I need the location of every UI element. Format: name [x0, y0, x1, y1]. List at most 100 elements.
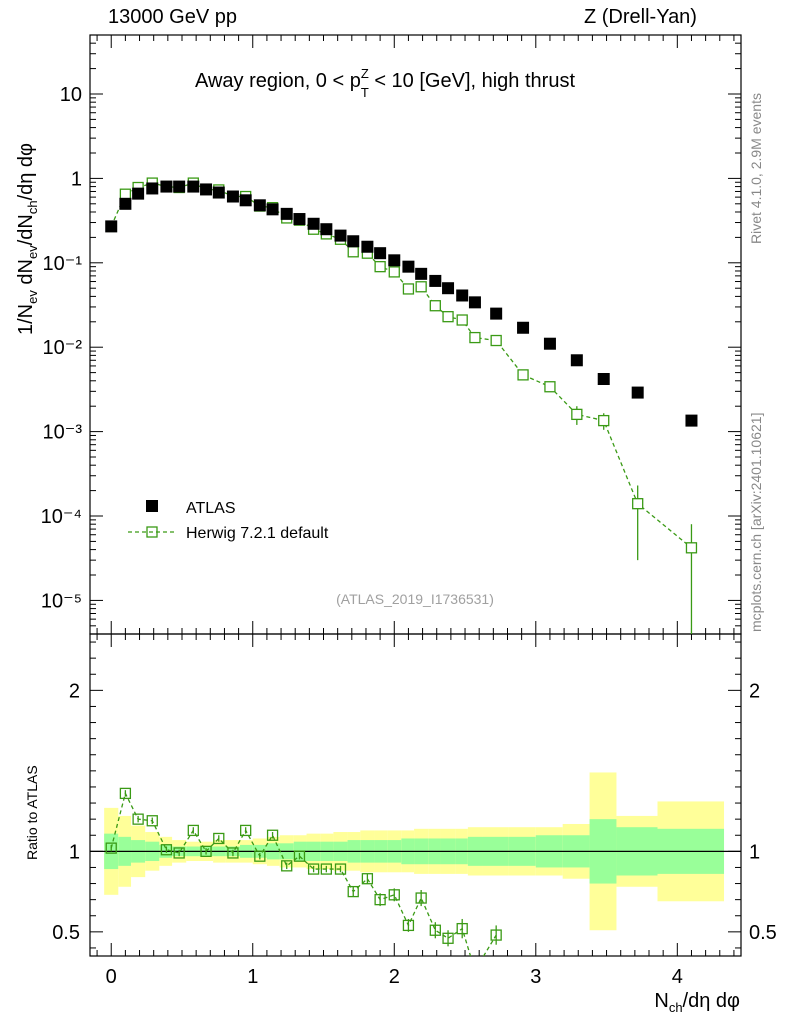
ratio-herwig-point: [160, 844, 173, 856]
ratio-herwig-point: [146, 815, 158, 827]
ratio-herwig-line: [110, 791, 497, 956]
atlas-point: [402, 260, 415, 273]
herwig-point: [374, 261, 386, 273]
y-tick-label: 1: [71, 168, 82, 190]
ratio-y-axis-label: Ratio to ATLAS: [24, 765, 40, 860]
ratio-herwig-point: [240, 824, 252, 837]
ratio-herwig-point: [361, 873, 374, 885]
legend: ATLAS Herwig 7.2.1 default: [128, 500, 329, 542]
ratio-herwig-point: [105, 842, 117, 854]
atlas-point: [543, 337, 556, 350]
atlas-point: [334, 229, 347, 242]
atlas-point: [456, 289, 469, 302]
herwig-point: [402, 283, 415, 295]
ratio-y-tick-label: 0.5: [52, 922, 80, 944]
atlas-point: [226, 190, 239, 203]
x-tick-label: 3: [530, 966, 541, 988]
herwig-point: [685, 542, 698, 554]
main-y-axis-label: 1/Nev dNev/dNch/dη dφ: [15, 143, 40, 335]
ratio-frame: [89, 633, 742, 957]
ratio-herwig-point: [456, 922, 468, 935]
y-tick-label: 10⁻¹: [43, 253, 83, 275]
y-tick-label: 10⁻⁴: [41, 506, 82, 528]
legend-atlas-label: ATLAS: [186, 500, 236, 517]
ratio-herwig-point: [347, 885, 359, 898]
legend-herwig-marker: [146, 526, 158, 538]
y-tick-label: 10⁻³: [43, 422, 83, 444]
herwig-point: [415, 281, 427, 293]
atlas-series-main: [105, 180, 698, 427]
ratio-panel-axes: 0 1 2 3 4 0.5 0.5 1 1 2 2: [52, 633, 777, 988]
header-left-label: 13000 GeV pp: [108, 6, 237, 28]
watermark-label: (ATLAS_2019_I1736531): [336, 591, 494, 607]
atlas-point: [280, 207, 293, 220]
y-tick-label: 10⁻⁵: [41, 590, 82, 612]
herwig-point: [442, 311, 454, 323]
atlas-point: [685, 414, 698, 427]
atlas-point: [442, 282, 455, 295]
herwig-series-main: [105, 177, 698, 634]
ratio-herwig-point: [213, 832, 225, 845]
atlas-point: [200, 183, 213, 196]
ratio-herwig-point: [132, 813, 144, 825]
herwig-point: [456, 314, 468, 326]
ratio-herwig-point: [388, 889, 400, 901]
ratio-y-tick-label-right: 0.5: [749, 922, 777, 944]
atlas-point: [490, 307, 503, 320]
atlas-point: [212, 186, 225, 199]
ratio-herwig-point: [307, 863, 320, 875]
ratio-y-tick-label-right: 1: [749, 841, 760, 863]
atlas-point: [105, 220, 118, 233]
ratio-herwig-point: [200, 845, 212, 857]
atlas-point: [266, 203, 279, 216]
y-tick-label: 10⁻²: [43, 337, 83, 359]
atlas-point: [253, 199, 266, 212]
ratio-herwig-point: [490, 929, 502, 941]
atlas-point: [468, 296, 481, 309]
ratio-herwig-point: [320, 863, 332, 875]
ratio-herwig-point: [429, 924, 441, 936]
ratio-y-tick-label: 1: [69, 841, 80, 863]
x-tick-label: 4: [672, 966, 683, 988]
ratio-herwig-point: [402, 919, 415, 932]
y-tick-label: 10: [60, 84, 82, 106]
x-tick-label: 1: [247, 966, 258, 988]
atlas-point: [361, 240, 374, 253]
herwig-point: [571, 408, 583, 421]
herwig-series-ratio: [105, 787, 502, 956]
atlas-point: [597, 373, 610, 386]
herwig-line: [110, 182, 692, 549]
ratio-herwig-point: [187, 824, 199, 837]
ratio-y-tick-label-right: 2: [749, 680, 760, 702]
atlas-point: [374, 247, 387, 260]
atlas-point: [173, 180, 186, 193]
ratio-herwig-point: [266, 829, 279, 841]
herwig-point: [429, 300, 441, 312]
herwig-point: [517, 369, 529, 381]
atlas-point: [239, 194, 252, 207]
ratio-herwig-point: [293, 850, 306, 862]
x-tick-label: 0: [106, 966, 117, 988]
atlas-point: [132, 187, 145, 200]
herwig-point: [544, 381, 556, 393]
ratio-herwig-point: [119, 787, 132, 800]
atlas-point: [187, 180, 200, 193]
main-panel-axes: 10⁻⁵ 10⁻⁴ 10⁻³ 10⁻² 10⁻¹ 1 10: [41, 34, 742, 635]
herwig-point: [632, 498, 644, 510]
herwig-point: [119, 188, 132, 200]
atlas-point: [347, 235, 360, 248]
atlas-point: [146, 182, 159, 195]
x-tick-label: 2: [389, 966, 400, 988]
legend-atlas-marker: [146, 500, 158, 512]
atlas-point: [517, 321, 530, 334]
herwig-point: [469, 331, 481, 344]
herwig-point: [347, 246, 359, 258]
ratio-herwig-point: [227, 847, 239, 859]
herwig-point: [598, 414, 610, 427]
atlas-point: [320, 223, 333, 236]
atlas-point: [307, 217, 320, 230]
atlas-point: [415, 267, 428, 280]
header-right-label: Z (Drell-Yan): [584, 6, 697, 28]
ratio-herwig-point: [281, 860, 293, 872]
